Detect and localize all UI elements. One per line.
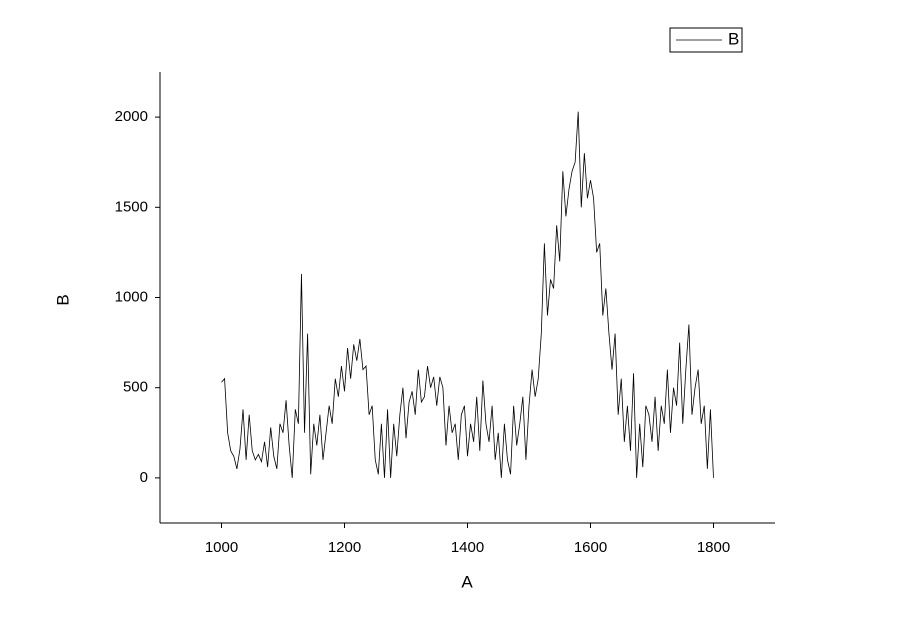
y-tick-label: 1500 <box>115 198 148 215</box>
y-tick-label: 1000 <box>115 288 148 305</box>
x-tick-label: 1800 <box>697 539 730 556</box>
y-axis-label: B <box>53 294 72 305</box>
x-tick-label: 1000 <box>205 539 238 556</box>
data-line <box>221 111 714 478</box>
x-tick-label: 1400 <box>451 539 484 556</box>
y-tick-label: 500 <box>123 379 148 396</box>
x-tick-label: 1600 <box>574 539 607 556</box>
y-tick-label: 2000 <box>115 108 148 125</box>
x-axis-label: A <box>461 572 473 591</box>
legend-label: B <box>728 29 739 48</box>
x-tick-label: 1200 <box>328 539 361 556</box>
y-tick-label: 0 <box>140 469 148 486</box>
